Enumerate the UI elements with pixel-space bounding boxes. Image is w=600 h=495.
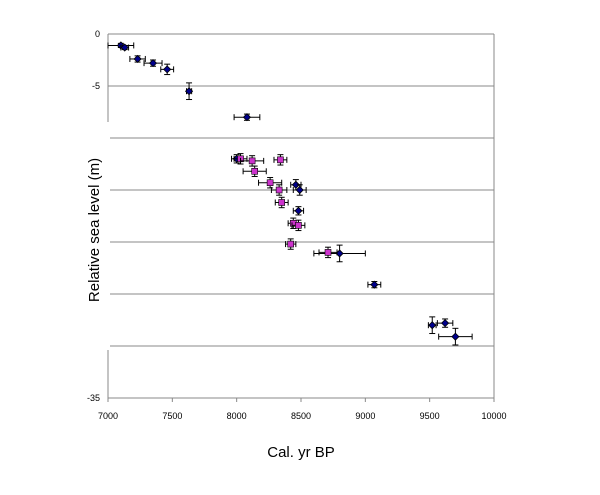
blue-diamond-point xyxy=(292,206,305,216)
magenta-square-point xyxy=(270,184,288,196)
diamond-marker xyxy=(133,54,142,64)
magenta-square-point xyxy=(285,238,297,250)
square-marker xyxy=(275,186,283,194)
diamond-marker xyxy=(441,319,450,328)
blue-diamond-point xyxy=(184,82,194,101)
horizontal-gridlines xyxy=(108,33,494,347)
diamond-marker xyxy=(163,65,172,74)
magenta-square-point xyxy=(273,154,288,166)
blue-diamond-point xyxy=(233,113,261,122)
diamond-marker xyxy=(428,321,437,330)
square-marker xyxy=(324,249,332,256)
diamond-marker xyxy=(295,185,304,195)
x-tick-label: 7000 xyxy=(98,411,118,421)
y-tick-label: -35 xyxy=(87,393,100,403)
square-marker xyxy=(277,156,284,164)
y-axis-label-backing xyxy=(80,122,110,350)
y-tick-label: -5 xyxy=(92,81,100,91)
blue-diamond-point xyxy=(427,316,437,335)
diamond-marker xyxy=(451,332,460,341)
blue-diamond-point xyxy=(120,43,130,52)
square-marker xyxy=(251,167,258,175)
blue-diamond-point xyxy=(313,244,366,263)
square-marker xyxy=(248,157,256,165)
x-tick-label: 8000 xyxy=(227,411,247,421)
x-tick-labels: 7000 7500 8000 8500 9000 9500 10000 xyxy=(98,411,507,421)
square-marker xyxy=(295,222,302,229)
magenta-square-point xyxy=(318,246,338,259)
x-tick-label: 10000 xyxy=(481,411,506,421)
y-tick-label: 0 xyxy=(95,29,100,39)
square-marker xyxy=(278,199,286,206)
magenta-square-point xyxy=(258,177,283,189)
magenta-square-point xyxy=(291,219,306,232)
diamond-marker xyxy=(242,113,252,122)
diamond-marker xyxy=(184,87,194,96)
diamond-marker xyxy=(148,59,158,68)
blue-diamond-point xyxy=(129,54,146,64)
diamond-marker xyxy=(291,180,300,189)
magenta-square-point xyxy=(274,196,289,209)
x-tick-label: 9500 xyxy=(420,411,440,421)
blue-diamond-point xyxy=(436,318,454,328)
x-tick-label: 7500 xyxy=(162,411,182,421)
square-marker xyxy=(287,240,295,248)
diamond-marker xyxy=(370,280,379,289)
blue-diamond-point xyxy=(143,59,163,68)
square-marker xyxy=(266,179,274,187)
x-tick-label: 9000 xyxy=(355,411,375,421)
blue-diamond-point xyxy=(160,63,175,76)
blue-diamond-point xyxy=(438,327,473,346)
y-axis-title: Relative sea level (m) xyxy=(86,158,103,302)
x-axis-title: Cal. yr BP xyxy=(267,444,335,461)
diamond-marker xyxy=(294,206,303,215)
diamond-marker xyxy=(120,43,129,52)
blue-diamond-point xyxy=(367,280,382,289)
data-points xyxy=(107,41,473,346)
x-tick-label: 8500 xyxy=(291,411,311,421)
blue-diamond-point xyxy=(292,184,307,196)
magenta-square-point xyxy=(242,165,267,177)
